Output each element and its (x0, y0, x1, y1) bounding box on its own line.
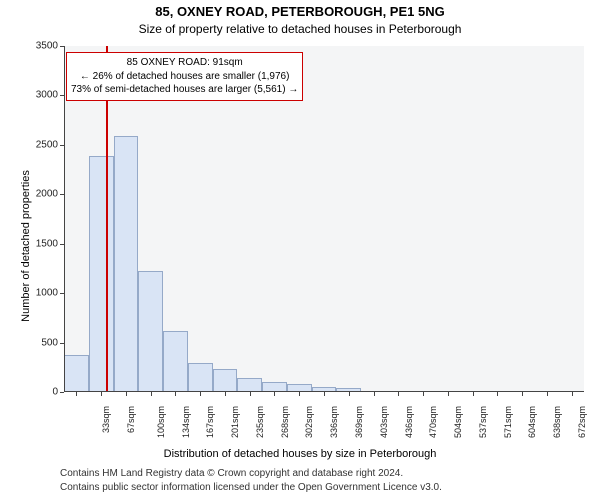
x-tick-label: 268sqm (280, 406, 290, 438)
histogram-bar (213, 369, 238, 392)
x-tick-label: 403sqm (379, 406, 389, 438)
x-tick-label: 235sqm (255, 406, 265, 438)
x-tick-mark (572, 392, 573, 396)
y-tick-label: 1500 (22, 238, 58, 249)
x-tick-mark (101, 392, 102, 396)
x-tick-label: 436sqm (404, 406, 414, 438)
x-tick-mark (423, 392, 424, 396)
histogram-bar (89, 156, 114, 392)
x-tick-mark (374, 392, 375, 396)
x-tick-label: 571sqm (503, 406, 513, 438)
x-tick-label: 638sqm (552, 406, 562, 438)
x-tick-mark (151, 392, 152, 396)
y-tick-label: 500 (22, 337, 58, 348)
x-tick-label: 470sqm (428, 406, 438, 438)
histogram-bar (163, 331, 188, 392)
y-tick-label: 2500 (22, 139, 58, 150)
plot-area: 050010001500200025003000350033sqm67sqm10… (64, 46, 584, 392)
x-axis-label: Distribution of detached houses by size … (0, 448, 600, 460)
x-tick-mark (349, 392, 350, 396)
y-tick-label: 3500 (22, 41, 58, 52)
footer-line-2: Contains public sector information licen… (60, 482, 580, 493)
y-axis-line (64, 46, 65, 392)
y-tick-label: 3000 (22, 90, 58, 101)
x-tick-mark (299, 392, 300, 396)
x-tick-mark (497, 392, 498, 396)
y-tick-mark (60, 95, 64, 96)
x-tick-label: 604sqm (527, 406, 537, 438)
y-tick-label: 1000 (22, 288, 58, 299)
x-tick-mark (200, 392, 201, 396)
x-tick-mark (522, 392, 523, 396)
info-line-1: 85 OXNEY ROAD: 91sqm (71, 56, 298, 70)
x-tick-mark (250, 392, 251, 396)
info-line-3: 73% of semi-detached houses are larger (… (71, 83, 298, 97)
x-tick-label: 369sqm (354, 406, 364, 438)
x-tick-label: 134sqm (181, 406, 191, 438)
info-box: 85 OXNEY ROAD: 91sqm← 26% of detached ho… (66, 52, 303, 101)
x-tick-label: 537sqm (478, 406, 488, 438)
y-tick-mark (60, 293, 64, 294)
x-tick-label: 504sqm (453, 406, 463, 438)
x-tick-label: 201sqm (230, 406, 240, 438)
histogram-bar (114, 136, 139, 392)
y-tick-label: 2000 (22, 189, 58, 200)
x-tick-label: 33sqm (101, 406, 111, 433)
x-tick-mark (274, 392, 275, 396)
x-tick-mark (547, 392, 548, 396)
x-tick-mark (324, 392, 325, 396)
x-tick-label: 100sqm (156, 406, 166, 438)
x-tick-mark (398, 392, 399, 396)
y-tick-label: 0 (22, 387, 58, 398)
histogram-bar (237, 378, 262, 392)
x-tick-mark (225, 392, 226, 396)
x-tick-label: 302sqm (305, 406, 315, 438)
y-tick-mark (60, 145, 64, 146)
info-line-2: ← 26% of detached houses are smaller (1,… (71, 70, 298, 84)
chart-subtitle: Size of property relative to detached ho… (0, 22, 600, 36)
y-tick-mark (60, 194, 64, 195)
histogram-bar (64, 355, 89, 392)
histogram-bar (188, 363, 213, 392)
y-tick-mark (60, 46, 64, 47)
x-tick-mark (448, 392, 449, 396)
x-tick-label: 167sqm (205, 406, 215, 438)
chart-title: 85, OXNEY ROAD, PETERBOROUGH, PE1 5NG (0, 4, 600, 19)
x-tick-label: 672sqm (577, 406, 587, 438)
x-tick-mark (473, 392, 474, 396)
histogram-bar (138, 271, 163, 392)
chart-root: { "title": "85, OXNEY ROAD, PETERBOROUGH… (0, 0, 600, 500)
y-tick-mark (60, 392, 64, 393)
x-tick-mark (175, 392, 176, 396)
x-tick-mark (126, 392, 127, 396)
y-tick-mark (60, 343, 64, 344)
y-tick-mark (60, 244, 64, 245)
footer-line-1: Contains HM Land Registry data © Crown c… (60, 468, 580, 479)
x-tick-label: 67sqm (126, 406, 136, 433)
x-tick-label: 336sqm (329, 406, 339, 438)
x-tick-mark (76, 392, 77, 396)
